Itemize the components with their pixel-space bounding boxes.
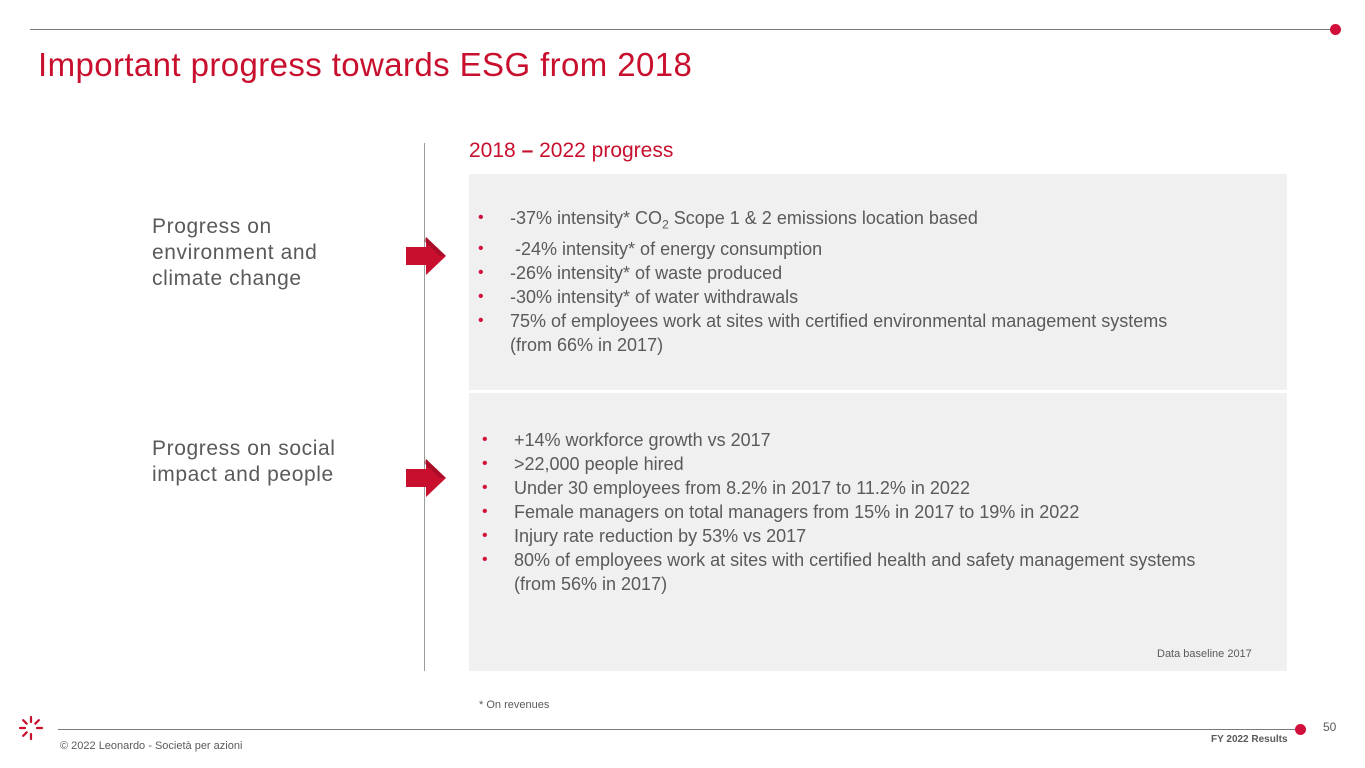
bullet-dot: • — [478, 287, 484, 305]
social-bullet-list: • +14% workforce growth vs 2017 • >22,000 … — [482, 428, 1242, 596]
bullet-text: -30% intensity* of water withdrawals — [510, 286, 799, 307]
environment-panel — [469, 174, 1287, 390]
bullet-dot: • — [478, 209, 484, 226]
page-title: Important progress towards ESG from 2018 — [38, 46, 693, 83]
bullet-text: >22,000 people hired — [514, 454, 684, 474]
bullet-text: Scope 1 & 2 emissions location based — [668, 208, 978, 228]
right-arrow-icon — [406, 459, 446, 497]
right-arrow-icon — [406, 237, 446, 275]
page-number: 50 — [1323, 720, 1337, 734]
results-label: FY 2022 Results — [1211, 734, 1288, 745]
list-item: • 80% of employees work at sites with cer… — [482, 548, 1204, 596]
bullet-dot: • — [482, 431, 488, 448]
bullet-text: 80% of employees work at sites with cert… — [514, 550, 1196, 594]
social-label: Progress on social impact and people — [152, 437, 336, 486]
bullet-dot: • — [478, 311, 484, 329]
environment-bullet-list: • -37% intensity* CO2 Scope 1 & 2 emissio… — [478, 206, 1238, 357]
bullet-subscript: 2 — [662, 217, 669, 232]
bullet-dot: • — [478, 239, 484, 257]
bullet-dot: • — [482, 503, 488, 520]
list-item: • -37% intensity* CO2 Scope 1 & 2 emissio… — [478, 206, 1238, 237]
social-panel — [469, 393, 1287, 671]
subtitle-dash: – — [521, 139, 534, 162]
bullet-text: +14% workforce growth vs 2017 — [514, 430, 771, 450]
footnote: * On revenues — [479, 699, 550, 711]
footer-divider-dot — [1295, 724, 1306, 735]
bullet-dot: • — [482, 527, 488, 544]
list-item: • 75% of employees work at sites with cer… — [478, 309, 1170, 357]
leonardo-logo — [18, 715, 44, 741]
list-item: • +14% workforce growth vs 2017 — [482, 428, 1242, 452]
top-divider-line — [30, 29, 1335, 30]
bullet-text: Injury rate reduction by 53% vs 2017 — [514, 526, 807, 546]
section-subtitle: 2018 – 2022 progress — [469, 139, 673, 163]
list-item: • Under 30 employees from 8.2% in 2017 to… — [482, 476, 1242, 500]
subtitle-end: 2022 progress — [539, 139, 674, 162]
bullet-text: 75% of employees work at sites with cert… — [510, 310, 1168, 355]
bullet-dot: • — [482, 455, 488, 472]
bullet-dot: • — [482, 551, 488, 568]
bullet-text: Under 30 employees from 8.2% in 2017 to … — [514, 478, 970, 498]
bullet-text: -37% intensity* CO — [510, 208, 663, 228]
bullet-text: -24% intensity* of energy consumption — [510, 238, 823, 259]
vertical-divider — [424, 143, 425, 671]
list-item: • Female managers on total managers from … — [482, 500, 1242, 524]
footer-divider-line — [58, 729, 1298, 730]
baseline-note: Data baseline 2017 — [1157, 648, 1252, 660]
bullet-text: -26% intensity* of waste produced — [510, 262, 783, 283]
copyright: © 2022 Leonardo - Società per azioni — [60, 740, 243, 752]
list-item: • -30% intensity* of water withdrawals — [478, 285, 1238, 309]
top-divider-dot — [1330, 24, 1341, 35]
list-item: • -24% intensity* of energy consumption — [478, 237, 1238, 261]
list-item: • Injury rate reduction by 53% vs 2017 — [482, 524, 1242, 548]
bullet-text: Female managers on total managers from 1… — [514, 502, 1080, 522]
bullet-dot: • — [478, 263, 484, 281]
environment-label: Progress on environment and climate chan… — [152, 215, 318, 290]
bullet-dot: • — [482, 479, 488, 496]
list-item: • >22,000 people hired — [482, 452, 1242, 476]
list-item: • -26% intensity* of waste produced — [478, 261, 1238, 285]
subtitle-start-year: 2018 — [469, 139, 516, 162]
